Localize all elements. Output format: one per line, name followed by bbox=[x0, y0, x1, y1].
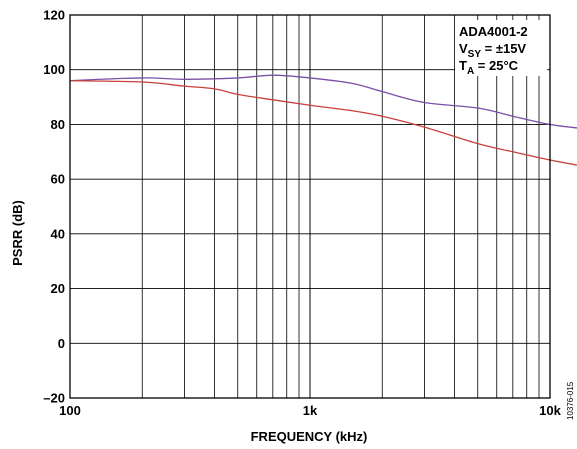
annotation-temp-symbol: T bbox=[459, 58, 467, 73]
series-line-psrr-plus bbox=[69, 80, 577, 166]
y-axis-title: PSRR (dB) bbox=[10, 200, 25, 266]
x-tick-labels: 0.11101001k10k bbox=[59, 403, 561, 418]
figure-id: 10376-015 bbox=[566, 381, 575, 420]
x-tick-label: 1k bbox=[303, 403, 318, 418]
series-line-psrr-minus bbox=[69, 74, 577, 129]
plot-frame bbox=[69, 14, 551, 399]
annotation-box-background bbox=[455, 20, 547, 76]
y-tick-label: 40 bbox=[51, 226, 65, 241]
series-layer bbox=[69, 74, 577, 166]
y-tick-label: –20 bbox=[43, 391, 65, 406]
y-tick-label: 100 bbox=[43, 62, 65, 77]
annotation-temp-subscript: A bbox=[467, 66, 474, 77]
x-tick-label: 10k bbox=[539, 403, 561, 418]
annotation-supply-value: = ±15V bbox=[481, 41, 526, 56]
y-tick-label: 20 bbox=[51, 281, 65, 296]
grid bbox=[69, 14, 550, 399]
y-tick-label: 120 bbox=[43, 8, 65, 23]
y-tick-labels: –20 0 20 40 60 80 100 120 bbox=[43, 8, 65, 406]
y-tick-label: 80 bbox=[51, 117, 65, 132]
condition-annotation: ADA4001-2 VSY = ±15V TA = 25°C bbox=[455, 20, 547, 77]
y-tick-label: 0 bbox=[58, 336, 65, 351]
annotation-temperature: TA = 25°C bbox=[459, 58, 519, 77]
annotation-temp-value: = 25°C bbox=[474, 58, 518, 73]
annotation-device: ADA4001-2 bbox=[459, 24, 528, 39]
annotation-supply-symbol: V bbox=[459, 41, 468, 56]
annotation-supply: VSY = ±15V bbox=[459, 41, 526, 60]
annotation-supply-subscript: SY bbox=[468, 49, 482, 60]
y-tick-label: 60 bbox=[51, 172, 65, 187]
x-tick-label: 100 bbox=[59, 403, 81, 418]
x-axis-title: FREQUENCY (kHz) bbox=[251, 429, 368, 444]
